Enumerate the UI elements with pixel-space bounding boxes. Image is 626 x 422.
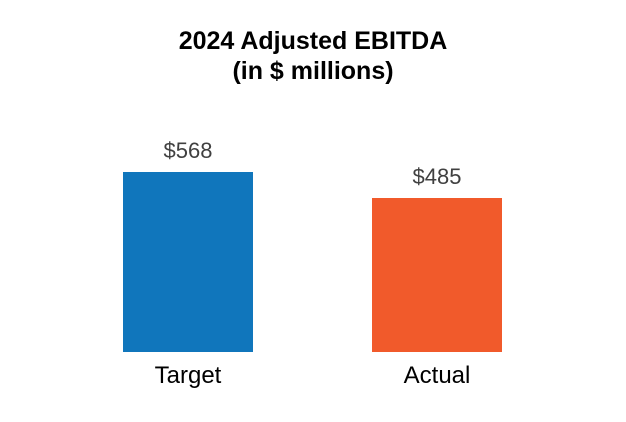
category-label-target: Target bbox=[154, 362, 222, 389]
chart-subtitle: (in $ millions) bbox=[232, 57, 394, 85]
bar-group-actual: $485 bbox=[372, 164, 502, 352]
category-label-actual: Actual bbox=[403, 362, 471, 389]
data-label-actual: $485 bbox=[412, 164, 462, 189]
chart-title-block: 2024 Adjusted EBITDA (in $ millions) bbox=[0, 26, 626, 86]
bar-target bbox=[123, 172, 253, 352]
bar-actual bbox=[372, 198, 502, 352]
bar-group-target: $568 bbox=[123, 138, 253, 352]
chart-title: 2024 Adjusted EBITDA bbox=[178, 27, 448, 55]
data-label-target: $568 bbox=[163, 138, 213, 163]
